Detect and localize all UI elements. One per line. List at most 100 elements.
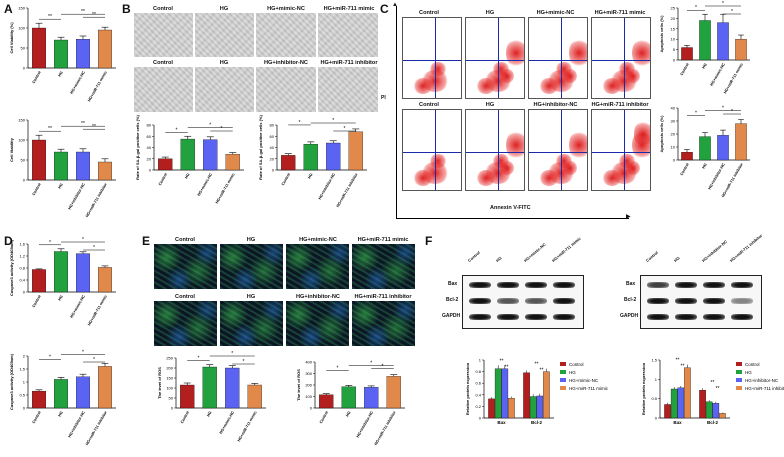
bar: [225, 154, 240, 171]
y-tick-label: 0: [23, 290, 26, 295]
legend-label: HG+mimic-NC: [569, 378, 599, 383]
x-tick-label: HG: [702, 62, 708, 69]
bar: [54, 151, 68, 181]
bar: [677, 387, 685, 419]
panel-label-f: F: [425, 234, 433, 248]
x-tick-label: HG: [702, 162, 708, 169]
y-tick-label: 200: [166, 366, 173, 371]
x-tick-label: Control: [158, 173, 168, 187]
x-tick-label: HG+mimic-NC: [70, 70, 86, 94]
bar: [98, 366, 112, 409]
x-tick-label: Control: [32, 183, 42, 197]
micrograph: [318, 67, 378, 112]
y-tick-label: 5: [673, 47, 676, 52]
bar: [158, 158, 173, 171]
western-blot-1: [462, 275, 584, 329]
y-tick-label: 60: [270, 134, 275, 139]
micrograph: [134, 67, 193, 112]
fluorescence-image: [154, 244, 217, 289]
bar: [76, 151, 90, 181]
y-tick-label: 200: [305, 383, 312, 388]
bar: [326, 142, 341, 171]
y-axis-label: PI: [381, 95, 386, 101]
significance-label: *: [344, 126, 346, 132]
bar: [364, 387, 379, 409]
y-tick-label: 10: [671, 37, 676, 42]
y-tick-label: 150: [18, 118, 25, 123]
y-axis-label: The level of ROS: [157, 367, 162, 399]
significance-label: *: [722, 106, 724, 112]
y-tick-label: 0.5: [19, 393, 25, 398]
significance-label: *: [231, 351, 233, 357]
y-axis-label: Relative protein expression: [641, 362, 646, 415]
bar: [247, 384, 262, 409]
flow-plot: [591, 17, 651, 99]
image-label: HG+inhibitor-NC: [296, 294, 340, 300]
y-axis-label: The level of ROS: [296, 369, 301, 401]
image-label: Control: [175, 294, 195, 300]
bar: [717, 135, 729, 161]
y-tick-label: 0.8: [19, 266, 25, 271]
bar: [180, 384, 195, 409]
x-tick-label: HG: [206, 410, 212, 417]
protein-label: GAPDH: [620, 313, 639, 319]
bar: [203, 139, 218, 171]
y-tick-label: 0: [272, 168, 275, 173]
fluorescence-image: [286, 301, 349, 346]
bar: [508, 398, 515, 419]
y-tick-label: 0: [23, 66, 26, 71]
y-tick-label: 0.4: [19, 278, 25, 283]
y-tick-label: 0.5: [651, 396, 657, 401]
x-tick-label: HG+miR-711 inhibitor: [721, 162, 744, 198]
x-tick-label: HG+inhibitor-NC: [67, 410, 86, 438]
protein-label: Bcl-2: [624, 297, 637, 303]
x-tick-label: HG: [58, 70, 64, 77]
x-tick-label: HG+miR-711 inhibitor: [85, 410, 108, 446]
bar: [699, 390, 706, 419]
x-group-label: Bax: [497, 420, 506, 425]
image-label: Control: [419, 10, 439, 16]
x-tick-label: Control: [32, 411, 42, 425]
x-tick-label: HG+mimic-NC: [70, 294, 86, 318]
micrograph: [195, 13, 254, 57]
bar: [54, 251, 68, 293]
western-blot-2: [640, 275, 762, 329]
x-tick-label: HG+mimic-NC: [710, 62, 726, 86]
chart-e1: 0 50 100 150 200 250 The level of ROS Control HG…: [157, 351, 266, 442]
image-label: HG+mimic-NC: [267, 6, 305, 12]
bar: [705, 401, 713, 419]
legend-label: HG: [745, 370, 752, 375]
bar: [98, 161, 112, 181]
y-tick-label: 1: [479, 358, 482, 363]
flow-plot: [402, 109, 462, 191]
significance-label: **: [81, 121, 85, 127]
micrograph: [256, 13, 316, 57]
y-tick-label: 40: [147, 145, 152, 150]
significance-label: *: [370, 361, 372, 367]
legend-label: Control: [745, 362, 760, 367]
bar: [735, 39, 747, 61]
flow-plot: [465, 109, 525, 191]
image-label: HG+miR-711 inhibitor: [591, 102, 649, 108]
y-tick-label: 40: [671, 106, 676, 111]
chart-d2: 0 0.5 1 1.5 2 Caspase3 activity (OD405nm) Cont…: [9, 349, 116, 446]
bar: [543, 371, 550, 419]
bar: [719, 413, 726, 419]
fluorescence-image: [286, 244, 349, 289]
significance-label: **: [92, 12, 96, 18]
significance-label: **: [540, 368, 544, 374]
chart-f2: 0 0.5 1 1.5 Relative protein expression Bax **…: [641, 358, 784, 426]
image-label: HG: [246, 237, 256, 243]
y-tick-label: 20: [671, 16, 676, 21]
flow-plot: [465, 17, 525, 99]
legend-swatch: [736, 370, 742, 374]
significance-label: **: [48, 126, 52, 132]
y-tick-label: 50: [21, 46, 26, 51]
micrograph: [195, 67, 254, 112]
image-label: HG+miR-711 inhibitor: [320, 60, 378, 66]
chart-b1: 0 20 40 60 80 Rate of SA-β-gal positive cells…: [135, 115, 244, 204]
y-tick-label: 0.4: [475, 392, 481, 397]
bar: [717, 22, 729, 61]
y-tick-label: 0: [23, 406, 26, 411]
y-axis-label: Relative protein expression: [465, 362, 470, 415]
